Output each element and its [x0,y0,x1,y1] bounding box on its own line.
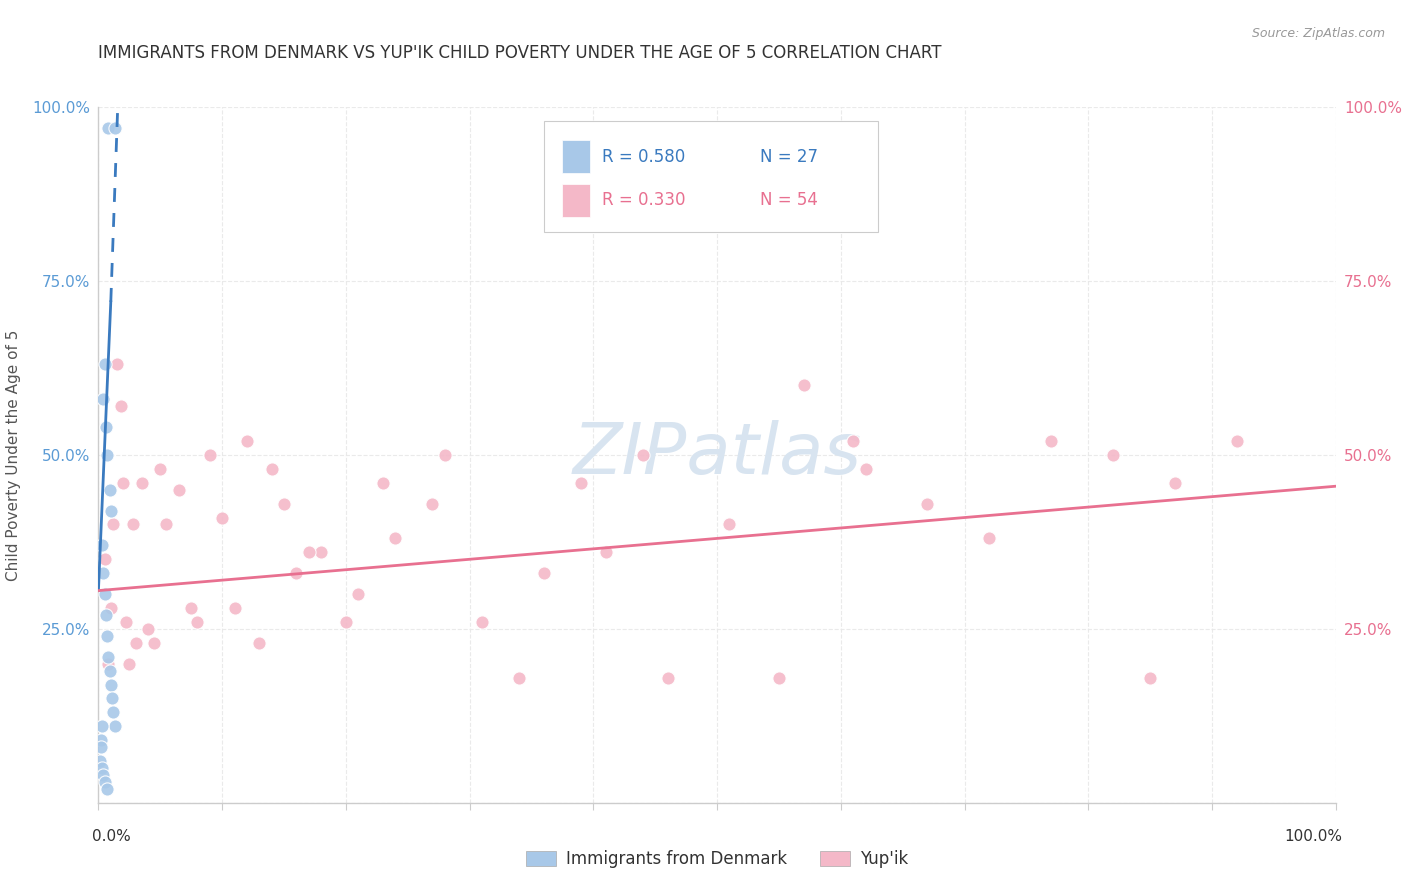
Point [103,120,125,135]
Point [631,448,654,462]
Point [224,601,246,615]
Point [508,671,530,685]
Point [97,120,120,135]
Text: 0.0%: 0.0% [93,829,131,844]
Point [236,434,259,448]
FancyBboxPatch shape [562,184,589,217]
Point [98,483,121,497]
Point [298,545,321,559]
Point [1102,448,1125,462]
Point [124,636,146,650]
Point [93,566,115,581]
Point [101,691,124,706]
Point [433,448,456,462]
Point [93,587,115,601]
Point [1139,671,1161,685]
Point [167,483,190,497]
Text: Source: ZipAtlas.com: Source: ZipAtlas.com [1251,27,1385,40]
Text: N = 54: N = 54 [761,191,818,210]
Point [768,671,790,685]
Point [103,719,125,733]
Point [155,517,177,532]
Point [103,706,125,720]
Point [136,622,159,636]
Point [917,497,939,511]
Legend: Immigrants from Denmark, Yup'ik: Immigrants from Denmark, Yup'ik [519,843,915,874]
Point [114,615,136,629]
Text: R = 0.580: R = 0.580 [602,148,685,166]
Point [979,532,1001,546]
Point [569,475,592,490]
Point [180,601,202,615]
Point [97,657,120,671]
Point [247,636,270,650]
Point [94,420,117,434]
Point [91,761,114,775]
Point [118,657,141,671]
Point [91,538,114,552]
Point [186,615,208,629]
Point [112,475,135,490]
Point [122,517,145,532]
Point [94,607,117,622]
Point [211,510,233,524]
Point [335,615,357,629]
Point [93,552,115,566]
Point [93,392,115,407]
Point [89,754,111,768]
Point [131,475,153,490]
Point [793,378,815,392]
Point [384,532,406,546]
Point [1226,434,1249,448]
Point [100,601,122,615]
Text: IMMIGRANTS FROM DENMARK VS YUP'IK CHILD POVERTY UNDER THE AGE OF 5 CORRELATION C: IMMIGRANTS FROM DENMARK VS YUP'IK CHILD … [98,45,942,62]
Point [97,649,120,664]
Point [110,399,132,413]
Y-axis label: Child Poverty Under the Age of 5: Child Poverty Under the Age of 5 [6,329,21,581]
Text: N = 27: N = 27 [761,148,818,166]
Point [143,636,166,650]
Point [98,664,121,678]
Point [90,733,112,747]
Point [260,462,283,476]
Point [90,740,112,755]
Point [105,358,128,372]
Point [96,781,118,796]
Point [309,545,332,559]
Point [96,448,118,462]
Point [718,517,741,532]
Point [103,517,125,532]
Point [198,448,221,462]
Point [100,503,122,517]
Point [96,629,118,643]
Text: R = 0.330: R = 0.330 [602,191,686,210]
Point [285,566,308,581]
Point [149,462,172,476]
Point [855,462,877,476]
Point [1040,434,1063,448]
Text: 100.0%: 100.0% [1284,829,1341,844]
Point [93,358,115,372]
Point [842,434,865,448]
Point [91,719,114,733]
Point [371,475,394,490]
Point [657,671,679,685]
FancyBboxPatch shape [544,121,877,232]
Point [595,545,617,559]
Point [93,775,115,789]
Point [93,768,115,782]
Point [533,566,555,581]
FancyBboxPatch shape [562,140,589,173]
Point [1164,475,1187,490]
Point [273,497,295,511]
Point [347,587,370,601]
Point [100,677,122,691]
Point [422,497,444,511]
Text: ZIPatlas: ZIPatlas [572,420,862,490]
Point [471,615,494,629]
